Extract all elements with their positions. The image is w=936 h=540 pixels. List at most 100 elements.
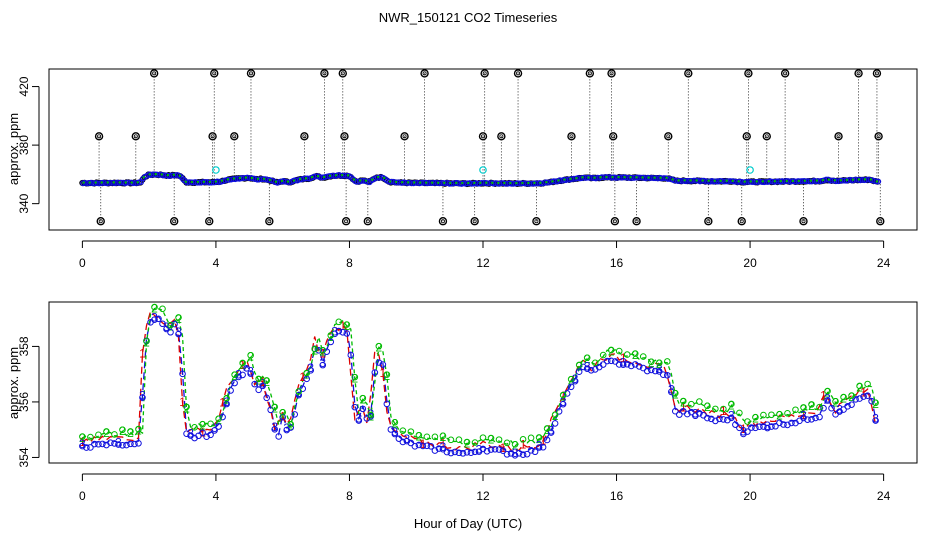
baseline-point bbox=[583, 365, 591, 372]
spike-point-inner bbox=[783, 71, 788, 76]
top-fit-point bbox=[250, 176, 254, 180]
top-fit-point bbox=[370, 178, 374, 181]
top-y-axis-label: approx. ppm bbox=[6, 113, 21, 185]
fit-point bbox=[79, 433, 86, 440]
series-1-marker: 1 bbox=[219, 396, 226, 410]
spike-point-inner bbox=[98, 219, 103, 224]
top-fit-point bbox=[503, 181, 506, 185]
series-3-marker: 3 bbox=[584, 359, 591, 373]
fit-point bbox=[431, 433, 439, 441]
series-2-marker: 2 bbox=[416, 430, 423, 444]
baseline-point bbox=[251, 380, 258, 388]
series-1-marker: 1 bbox=[680, 400, 687, 414]
bottom-y-tick-label: 356 bbox=[17, 392, 31, 412]
spike-point bbox=[230, 132, 239, 141]
spike-point bbox=[480, 69, 489, 78]
series-3-marker: 3 bbox=[668, 383, 675, 397]
top-fit-point bbox=[292, 179, 296, 182]
spike-point-inner bbox=[499, 134, 504, 139]
figure-title: NWR_150121 CO2 Timeseries bbox=[379, 10, 558, 25]
top-baseline-point bbox=[502, 180, 509, 187]
series-1-marker: 1 bbox=[620, 351, 627, 365]
spike-point bbox=[438, 217, 448, 226]
series-3-marker: 3 bbox=[247, 364, 254, 378]
top-baseline-point bbox=[452, 180, 459, 186]
fit-point bbox=[327, 332, 335, 339]
baseline-point bbox=[872, 417, 879, 424]
top-baseline-point bbox=[813, 178, 820, 185]
top-baseline-point bbox=[92, 180, 99, 187]
top-fit-point bbox=[413, 181, 416, 184]
top-fit-point bbox=[551, 180, 554, 183]
spike-point bbox=[513, 69, 523, 78]
top-fit-point bbox=[719, 179, 722, 183]
baseline-point bbox=[339, 328, 347, 336]
baseline-point bbox=[623, 360, 631, 368]
baseline-point bbox=[491, 445, 499, 453]
spike-point bbox=[497, 132, 506, 141]
top-plot-frame bbox=[48, 68, 918, 231]
baseline-point bbox=[503, 451, 511, 458]
baseline-point bbox=[728, 414, 735, 422]
top-baseline-point bbox=[386, 178, 393, 185]
top-x-tick-label: 8 bbox=[346, 256, 353, 270]
series-2-marker: 2 bbox=[343, 319, 350, 333]
spike-point-inner bbox=[152, 71, 157, 76]
x-axis-label: Hour of Day (UTC) bbox=[414, 516, 522, 531]
top-fit-point bbox=[593, 176, 596, 179]
baseline-point bbox=[824, 397, 831, 404]
spike-point-inner bbox=[365, 219, 370, 224]
top-fit-point bbox=[106, 181, 109, 184]
top-baseline-point bbox=[428, 180, 435, 187]
top-x-tick-label: 16 bbox=[610, 256, 624, 270]
top-fit-point bbox=[274, 180, 278, 183]
baseline-point bbox=[79, 442, 86, 450]
top-fit-point bbox=[419, 181, 422, 184]
baseline-point bbox=[716, 415, 723, 423]
baseline-point bbox=[359, 405, 367, 413]
baseline-point bbox=[255, 386, 262, 394]
top-baseline-point bbox=[302, 175, 309, 182]
baseline-point bbox=[131, 440, 138, 448]
fit-point bbox=[455, 436, 463, 444]
spike-point-inner bbox=[267, 219, 272, 224]
top-panel: 0 4 8 12 16 20 24 340 380 420 approx. ppm bbox=[6, 68, 918, 270]
top-baseline-point bbox=[687, 177, 693, 184]
fit-point bbox=[231, 371, 238, 378]
baseline-point bbox=[95, 440, 102, 448]
baseline-point bbox=[627, 362, 635, 370]
baseline-point bbox=[291, 411, 299, 418]
fit-point bbox=[583, 354, 591, 362]
series-3-marker: 3 bbox=[79, 437, 86, 451]
baseline-point bbox=[423, 442, 431, 450]
top-fit-point bbox=[268, 178, 272, 182]
baseline-point bbox=[219, 413, 226, 421]
flagged-point bbox=[479, 166, 487, 174]
top-baseline-point bbox=[296, 176, 303, 183]
top-baseline-point bbox=[753, 178, 760, 185]
spike-point-inner bbox=[836, 134, 841, 139]
spike-point-inner bbox=[402, 134, 407, 139]
spike-point bbox=[664, 132, 673, 141]
baseline-point bbox=[495, 446, 503, 453]
series-3-marker: 3 bbox=[295, 386, 302, 400]
fit-point bbox=[495, 436, 503, 443]
baseline-point bbox=[511, 452, 519, 459]
fit-point bbox=[647, 358, 655, 366]
fit-point bbox=[223, 394, 230, 402]
series-2-line bbox=[82, 307, 877, 447]
spike-point bbox=[585, 69, 595, 78]
fit-point bbox=[487, 434, 495, 442]
top-fit-point bbox=[581, 176, 584, 179]
series-2-marker: 2 bbox=[351, 372, 358, 386]
fit-point bbox=[303, 369, 311, 377]
spike-point-inner bbox=[706, 219, 711, 224]
top-baseline-point bbox=[404, 180, 411, 186]
fit-point bbox=[87, 433, 94, 441]
fit-point bbox=[519, 436, 527, 443]
series-2-marker: 2 bbox=[375, 341, 382, 355]
fit-point bbox=[591, 359, 599, 367]
fit-point bbox=[159, 305, 166, 313]
baseline-point bbox=[123, 441, 130, 449]
baseline-point bbox=[571, 377, 579, 385]
